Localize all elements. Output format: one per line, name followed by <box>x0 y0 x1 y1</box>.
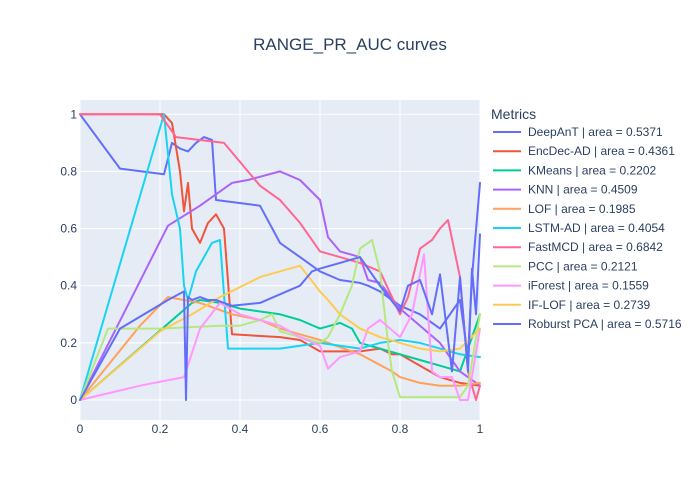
legend-item-encdec-ad[interactable]: EncDec-AD | area = 0.4361 <box>493 144 675 158</box>
legend-item-knn[interactable]: KNN | area = 0.4509 <box>493 183 638 197</box>
legend-label: KMeans | area = 0.2202 <box>528 163 657 177</box>
y-axis-ticks: 0 0.2 0.4 0.6 0.8 1 <box>60 107 77 407</box>
legend: Metrics DeepAnT | area = 0.5371 EncDec-AD… <box>491 106 682 331</box>
legend-item-pcc[interactable]: PCC | area = 0.2121 <box>493 259 638 273</box>
x-tick-label: 0.8 <box>392 422 409 436</box>
legend-item-lstm-ad[interactable]: LSTM-AD | area = 0.4054 <box>493 221 665 235</box>
y-tick-label: 1 <box>70 107 77 121</box>
legend-label: LOF | area = 0.1985 <box>528 202 636 216</box>
x-tick-label: 0.6 <box>312 422 329 436</box>
chart-title: RANGE_PR_AUC curves <box>253 35 447 54</box>
legend-item-if-lof[interactable]: IF-LOF | area = 0.2739 <box>493 298 651 312</box>
series-lines <box>79 113 481 401</box>
legend-item-lof[interactable]: LOF | area = 0.1985 <box>493 202 636 216</box>
legend-item-fastmcd[interactable]: FastMCD | area = 0.6842 <box>493 240 663 254</box>
legend-label: LSTM-AD | area = 0.4054 <box>528 221 665 235</box>
series-line-iforest <box>79 253 481 401</box>
legend-label: Roburst PCA | area = 0.5716 <box>528 317 682 331</box>
legend-label: PCC | area = 0.2121 <box>528 259 638 273</box>
legend-label: IF-LOF | area = 0.2739 <box>528 298 651 312</box>
x-axis-ticks: 0 0.2 0.4 0.6 0.8 1 <box>77 422 484 436</box>
x-tick-label: 0.2 <box>152 422 169 436</box>
series-line-fastmcd <box>79 113 481 401</box>
legend-label: FastMCD | area = 0.6842 <box>528 240 663 254</box>
legend-item-iforest[interactable]: iForest | area = 0.1559 <box>493 279 649 293</box>
legend-label: iForest | area = 0.1559 <box>528 279 649 293</box>
y-tick-label: 0 <box>70 393 77 407</box>
legend-label: DeepAnT | area = 0.5371 <box>528 125 663 139</box>
series-line-lstm-ad <box>79 113 481 401</box>
legend-item-deepant[interactable]: DeepAnT | area = 0.5371 <box>493 125 663 139</box>
plot-area <box>80 100 480 420</box>
legend-label: EncDec-AD | area = 0.4361 <box>528 144 675 158</box>
series-line-pcc <box>79 239 481 401</box>
y-tick-label: 0.6 <box>60 222 77 236</box>
x-tick-label: 1 <box>477 422 484 436</box>
legend-items: DeepAnT | area = 0.5371 EncDec-AD | area … <box>493 125 682 331</box>
series-line-roburst-pca <box>79 233 481 401</box>
x-tick-label: 0 <box>77 422 84 436</box>
series-line-encdec-ad <box>79 113 481 387</box>
legend-title: Metrics <box>491 106 536 122</box>
x-tick-label: 0.4 <box>232 422 249 436</box>
series-line-if-lof <box>79 264 481 401</box>
y-tick-label: 0.2 <box>60 336 77 350</box>
y-tick-label: 0.8 <box>60 164 77 178</box>
series-line-knn <box>79 170 481 401</box>
series-line-deepant <box>79 113 481 359</box>
legend-item-kmeans[interactable]: KMeans | area = 0.2202 <box>493 163 657 177</box>
legend-label: KNN | area = 0.4509 <box>528 183 638 197</box>
y-tick-label: 0.4 <box>60 279 77 293</box>
legend-item-roburst-pca[interactable]: Roburst PCA | area = 0.5716 <box>493 317 682 331</box>
